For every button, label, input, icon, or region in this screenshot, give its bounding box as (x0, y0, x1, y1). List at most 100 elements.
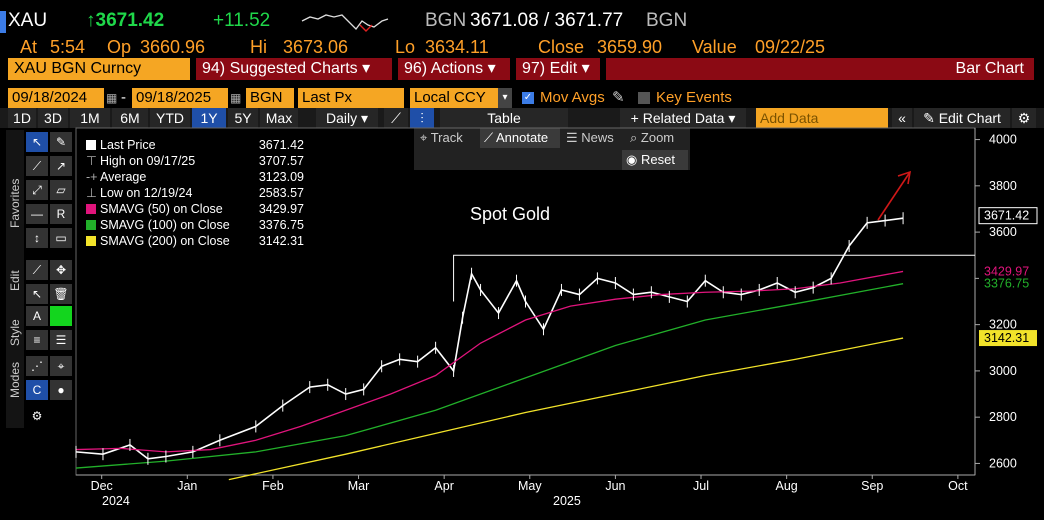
fibonacci-icon[interactable]: ↕ (26, 228, 48, 248)
select-icon[interactable]: ↖ (26, 284, 48, 304)
palette-icon[interactable]: ● (50, 380, 72, 400)
y-tick-label: 3800 (989, 179, 1017, 193)
actions-menu[interactable]: 96) Actions ▾ (398, 58, 510, 80)
period-max[interactable]: Max (260, 108, 298, 128)
price-label-box (978, 207, 1038, 225)
dotted-line-icon[interactable]: ⋰ (26, 356, 48, 376)
settings-icon[interactable]: ⚙ (26, 406, 48, 426)
legend-swatch-sma50 (86, 204, 96, 214)
pencil-icon-2: ✎ (923, 110, 939, 126)
y-tick-label: 2600 (989, 456, 1017, 470)
calendar-icon[interactable]: ▦ (106, 91, 118, 105)
security-field[interactable]: XAU BGN Curncy (8, 58, 190, 80)
price-label: 3429.97 (984, 264, 1029, 278)
legend-value: 3671.42 (258, 138, 304, 152)
price-change: +11.52 (213, 10, 271, 31)
x-tick-label: Jul (693, 479, 709, 493)
calendar-icon-2[interactable]: ▦ (230, 91, 242, 105)
move-icon[interactable]: ✥ (50, 260, 72, 280)
reset-button[interactable]: ◉ Reset (622, 150, 688, 170)
suggested-charts-menu[interactable]: 94) Suggested Charts ▾ (196, 58, 392, 80)
period-6m[interactable]: 6M (112, 108, 148, 128)
color-swatch-icon[interactable] (50, 306, 72, 326)
text-tool-icon[interactable]: R (50, 204, 72, 224)
high-marker-icon: ⊤ (86, 154, 97, 168)
mov-avgs-checkbox[interactable]: ✓ (522, 92, 534, 104)
key-events-label: Key Events (656, 89, 732, 106)
x-tick-label: Dec (91, 479, 113, 493)
pencil-draw-icon[interactable]: ✎ (50, 132, 72, 152)
trendline-icon[interactable]: ⤢ (26, 180, 48, 200)
legend-label: High on 09/17/25 (100, 154, 196, 168)
text-style-icon[interactable]: A (26, 306, 48, 326)
news-label: News (581, 130, 614, 145)
ticker: XAU (8, 10, 48, 31)
line-tool-icon[interactable]: ⟋ (26, 156, 48, 176)
year-label-2025: 2025 (553, 494, 581, 508)
bid-ask: 3671.08 / 3671.77 (470, 10, 624, 31)
trash-icon[interactable]: 🗑 (50, 284, 72, 304)
crosshair-mode-icon[interactable]: ⌖ (50, 356, 72, 376)
x-tick-label: Feb (262, 479, 284, 493)
currency-selector[interactable]: Local CCY (410, 88, 512, 108)
collapse-icon[interactable]: « (892, 108, 912, 128)
price-label-box (979, 275, 1037, 292)
x-tick-label: Mar (348, 479, 370, 493)
field-selector[interactable]: Last Px (298, 88, 404, 108)
zoom-tool[interactable]: ⌕ Zoom (630, 130, 674, 146)
gear-icon[interactable]: ⚙ (1012, 108, 1036, 128)
start-date-field[interactable]: 09/18/2024 (8, 88, 104, 108)
reset-icon: ◉ (626, 152, 641, 167)
spot-gold-annotation: Spot Gold (470, 204, 551, 224)
period-3d[interactable]: 3D (38, 108, 68, 128)
chart-type-label: Bar Chart (606, 58, 1034, 80)
period-1y[interactable]: 1Y (192, 108, 226, 128)
chevron-down-icon[interactable]: ▾ (498, 88, 512, 108)
pencil-icon[interactable]: ✎ (612, 89, 625, 106)
related-data-menu[interactable]: + Related Data ▾ (620, 108, 746, 128)
track-tool[interactable]: ⌖ Track (420, 130, 463, 146)
y-tick-label: 3000 (989, 364, 1017, 378)
key-events-checkbox[interactable] (638, 92, 650, 104)
edit-chart-button[interactable]: ✎ Edit Chart (914, 108, 1010, 128)
table-button[interactable]: Table (440, 108, 568, 128)
high-value: 3673.06 (283, 37, 349, 57)
legend-row-sma100: SMAVG (100) on Close 3376.75 (86, 217, 308, 233)
price-label-box (979, 330, 1037, 347)
low-marker-icon: ⊥ (86, 186, 97, 200)
end-date-field[interactable]: 09/18/2025 (132, 88, 228, 108)
value-label: Value (692, 37, 737, 57)
pointer-icon[interactable]: ↖ (26, 132, 48, 152)
period-1m[interactable]: 1M (70, 108, 110, 128)
annotate-icon: ⟋ (484, 130, 496, 145)
channel-icon[interactable]: ▱ (50, 180, 72, 200)
source-field[interactable]: BGN (246, 88, 294, 108)
series-smavg-200- (228, 337, 904, 481)
brush-icon[interactable]: ⟋ (26, 260, 48, 280)
line-style-icon[interactable]: ☰ (50, 330, 72, 350)
ray-tool-icon[interactable]: ↗ (50, 156, 72, 176)
news-tool[interactable]: ☰ News (566, 130, 614, 146)
period-ytd[interactable]: YTD (150, 108, 190, 128)
horizontal-line-icon[interactable]: — (26, 204, 48, 224)
line-chart-icon[interactable]: ⟋ (384, 108, 408, 128)
bgn-label-2: BGN (646, 10, 688, 31)
y-tick-label: 4000 (989, 133, 1017, 147)
mov-avgs-label: Mov Avgs (540, 89, 605, 106)
edit-menu[interactable]: 97) Edit ▾ (516, 58, 600, 80)
bar-chart-icon[interactable]: ⫶ (410, 108, 434, 128)
period-1d[interactable]: 1D (8, 108, 36, 128)
legend-swatch-sma200 (86, 236, 96, 246)
add-data-input[interactable]: Add Data (756, 108, 888, 128)
frequency-select[interactable]: Daily ▾ (316, 108, 378, 128)
magnet-icon[interactable]: C (26, 380, 48, 400)
annotate-tool[interactable]: ⟋ Annotate (480, 128, 560, 148)
zoom-icon: ⌕ (630, 130, 641, 145)
legend-row-sma50: SMAVG (50) on Close 3429.97 (86, 201, 308, 217)
period-5y[interactable]: 5Y (228, 108, 258, 128)
date-separator: - (121, 89, 126, 106)
rectangle-icon[interactable]: ▭ (50, 228, 72, 248)
reset-label: Reset (640, 152, 675, 167)
line-width-icon[interactable]: ≡ (26, 330, 48, 350)
